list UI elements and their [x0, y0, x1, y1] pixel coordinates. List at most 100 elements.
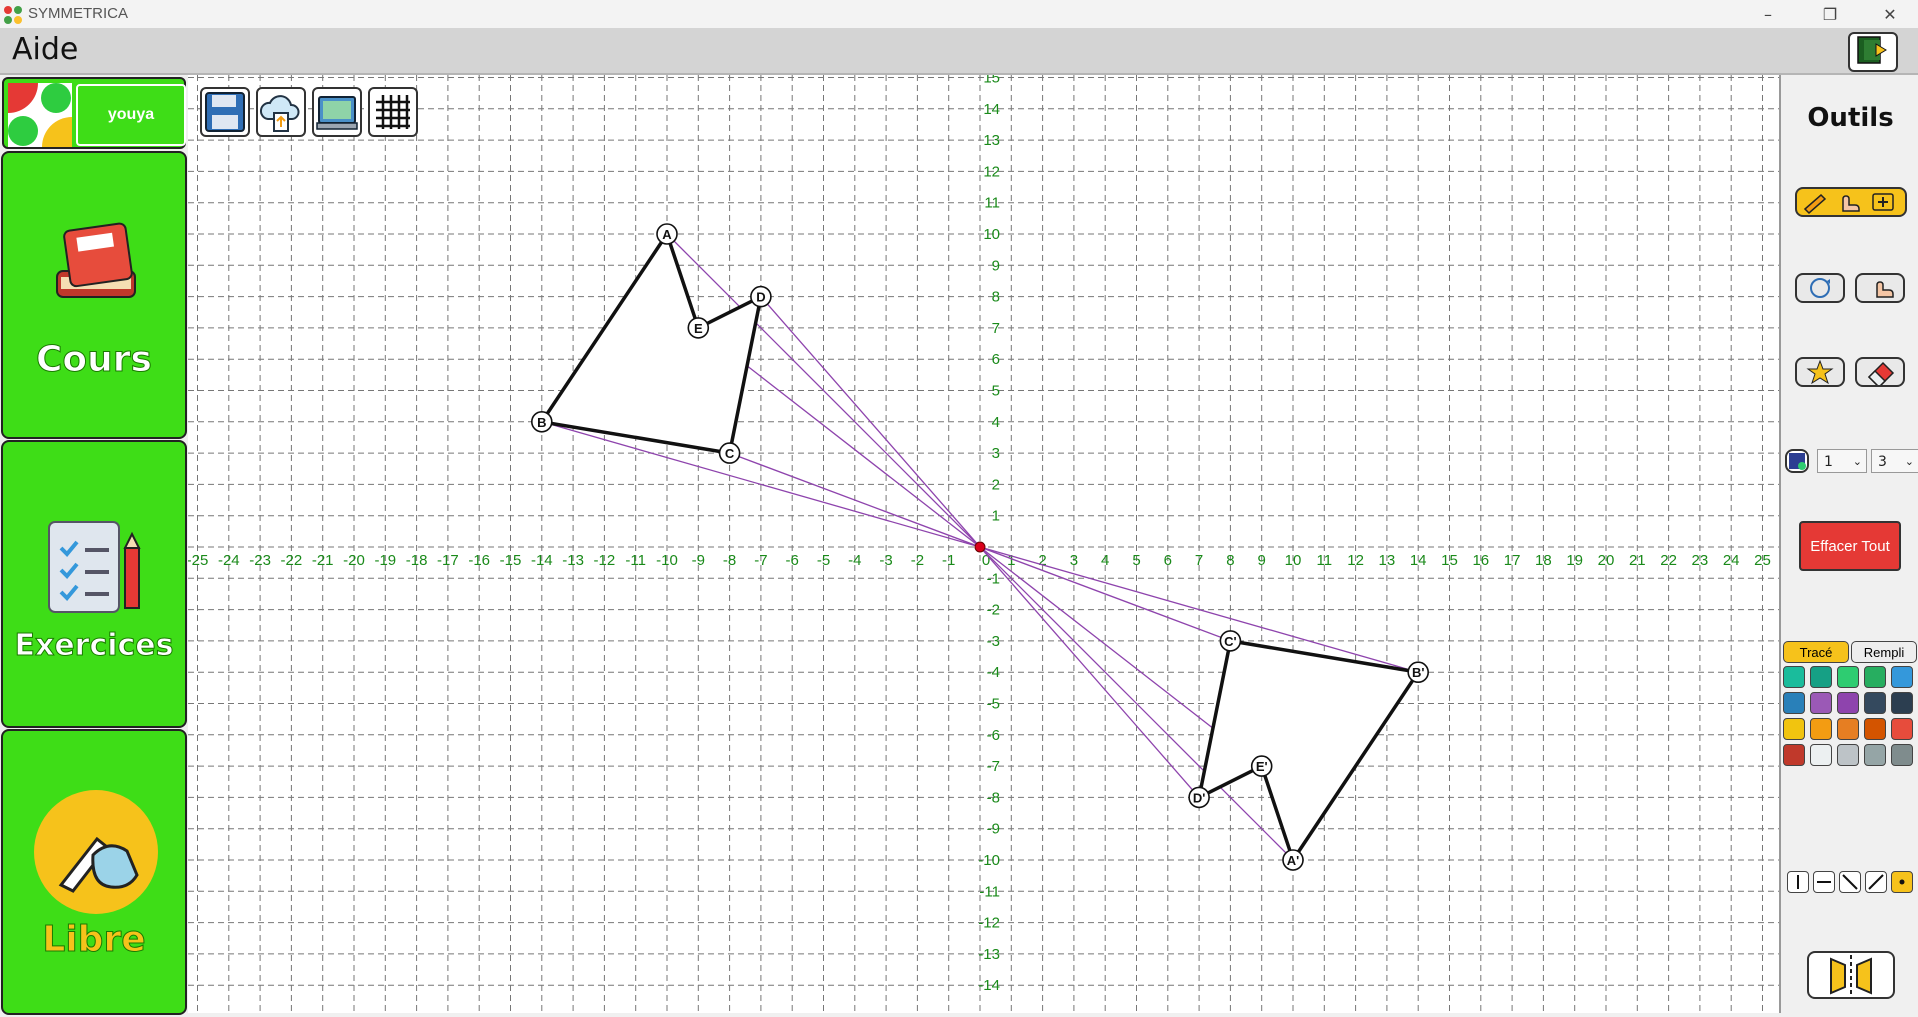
palette-swatch[interactable]	[1837, 718, 1859, 740]
select-tool-button[interactable]	[1855, 273, 1905, 303]
point-marker	[656, 223, 678, 245]
maximize-button[interactable]: ❐	[1822, 4, 1838, 24]
palette-swatch[interactable]	[1810, 666, 1832, 688]
eraser-icon	[1867, 361, 1895, 389]
symmetry-mode-button[interactable]	[1807, 951, 1895, 999]
stroke-width-value: 1	[1824, 454, 1833, 470]
x-axis-tick-label: -21	[312, 552, 334, 569]
palette-swatch[interactable]	[1891, 692, 1913, 714]
y-axis-tick-label: 8	[992, 289, 1000, 306]
y-axis-tick-label: 5	[992, 383, 1000, 400]
x-axis-tick-label: 13	[1379, 552, 1396, 569]
point-marker	[1219, 630, 1242, 652]
grid-toggle-button[interactable]	[368, 87, 418, 137]
username-label[interactable]: youya	[76, 84, 186, 146]
color-swatch-icon	[1789, 453, 1806, 470]
x-axis-tick-label: 12	[1347, 552, 1364, 569]
palette-swatch[interactable]	[1891, 744, 1913, 766]
clear-all-button[interactable]: Effacer Tout	[1799, 521, 1901, 571]
eraser-tool-button[interactable]	[1855, 357, 1905, 389]
grid-icon	[376, 95, 410, 129]
horizontal-line-style-button[interactable]	[1813, 871, 1835, 893]
nav-exercices-button[interactable]: Exercices	[1, 440, 187, 728]
point-label: E	[694, 321, 703, 336]
rotate-icon	[1810, 278, 1830, 298]
app-logo-icon	[4, 6, 22, 24]
nav-cours-button[interactable]: Cours	[1, 151, 187, 439]
x-axis-tick-label: -13	[562, 552, 584, 569]
help-menu[interactable]: Aide	[12, 32, 79, 67]
y-axis-tick-label: -14	[978, 977, 1000, 994]
coordinate-plane[interactable]: -25 -24 -23 -22 -21 -20 -19 -18 -17 -16 -15 -14 -13-…	[165, 45, 1795, 1017]
x-axis-tick-label: -24	[218, 552, 240, 569]
image-export-button[interactable]	[312, 87, 362, 137]
exit-button[interactable]	[1848, 32, 1898, 72]
x-axis-tick-label: 18	[1535, 552, 1552, 569]
point-label: A'	[1287, 853, 1299, 868]
diagonal-down-style-button[interactable]	[1839, 871, 1861, 893]
x-axis-tick-label: -8	[723, 552, 736, 569]
y-axis-tick-label: -3	[987, 633, 1000, 650]
y-axis-tick-label: 13	[983, 132, 1000, 149]
stroke-width-select[interactable]: 1 ⌄	[1817, 449, 1867, 473]
shape-tool-button[interactable]	[1795, 357, 1845, 387]
palette-swatch[interactable]	[1864, 666, 1886, 688]
x-axis-tick-label: -19	[374, 552, 396, 569]
palette-swatch[interactable]	[1810, 692, 1832, 714]
x-axis-tick-label: 4	[1101, 552, 1109, 569]
palette-swatch[interactable]	[1864, 718, 1886, 740]
y-axis-tick-label: -6	[987, 727, 1000, 744]
point-size-select[interactable]: 3 ⌄	[1871, 449, 1918, 473]
x-axis-tick-label: -11	[625, 552, 646, 569]
y-axis-tick-label: -8	[987, 789, 1000, 806]
x-axis-tick-label: 11	[1317, 552, 1333, 569]
vertical-line-style-button[interactable]	[1787, 871, 1809, 893]
y-axis-tick-label: -10	[978, 852, 1000, 869]
close-button[interactable]: ✕	[1883, 4, 1897, 24]
triangle-shape	[538, 230, 764, 456]
app-logo	[8, 83, 72, 147]
point-icon	[1899, 879, 1905, 885]
drawing-canvas[interactable]: -25 -24 -23 -22 -21 -20 -19 -18 -17 -16 -15 -14 -13-…	[165, 45, 1795, 1017]
palette-swatch[interactable]	[1783, 718, 1805, 740]
palette-swatch[interactable]	[1891, 666, 1913, 688]
tab-fill[interactable]: Rempli	[1851, 641, 1917, 663]
palette-swatch[interactable]	[1783, 744, 1805, 766]
palette-swatch[interactable]	[1864, 692, 1886, 714]
y-axis-tick-label: -5	[987, 696, 1000, 713]
palette-swatch[interactable]	[1837, 692, 1859, 714]
save-icon	[205, 92, 245, 132]
book-icon	[56, 222, 136, 298]
minimize-button[interactable]: –	[1764, 4, 1772, 24]
x-axis-tick-label: 5	[1132, 552, 1140, 569]
diagonal-up-style-button[interactable]	[1865, 871, 1887, 893]
palette-swatch[interactable]	[1810, 718, 1832, 740]
point-style-button[interactable]	[1891, 871, 1913, 893]
color-picker-button[interactable]	[1785, 449, 1809, 473]
palette-swatch[interactable]	[1837, 666, 1859, 688]
x-axis-tick-label: 9	[1258, 552, 1266, 569]
cloud-upload-button[interactable]	[256, 87, 306, 137]
tab-trace[interactable]: Tracé	[1783, 641, 1849, 663]
palette-swatch[interactable]	[1864, 744, 1886, 766]
x-axis-tick-label: 25	[1754, 552, 1771, 569]
y-axis-tick-label: 4	[992, 414, 1000, 431]
draw-tool-button[interactable]	[1795, 187, 1907, 217]
x-axis-tick-label: 8	[1226, 552, 1234, 569]
point-label: C	[725, 446, 735, 461]
rotate-tool-button[interactable]	[1795, 273, 1845, 303]
palette-swatch[interactable]	[1837, 744, 1859, 766]
point-marker	[750, 285, 772, 308]
y-axis-tick-label: 9	[992, 257, 1000, 274]
palette-swatch[interactable]	[1783, 692, 1805, 714]
point-marker	[718, 442, 741, 464]
palette-swatch[interactable]	[1783, 666, 1805, 688]
palette-swatch[interactable]	[1810, 744, 1832, 766]
y-axis-tick-label: -9	[987, 821, 1000, 838]
nav-libre-button[interactable]: Libre	[1, 729, 187, 1015]
x-axis-tick-label: -10	[656, 552, 678, 569]
save-button[interactable]	[200, 87, 250, 137]
palette-swatch[interactable]	[1891, 718, 1913, 740]
x-axis-tick-label: -5	[817, 552, 830, 569]
y-axis-tick-label: -11	[979, 883, 1000, 900]
